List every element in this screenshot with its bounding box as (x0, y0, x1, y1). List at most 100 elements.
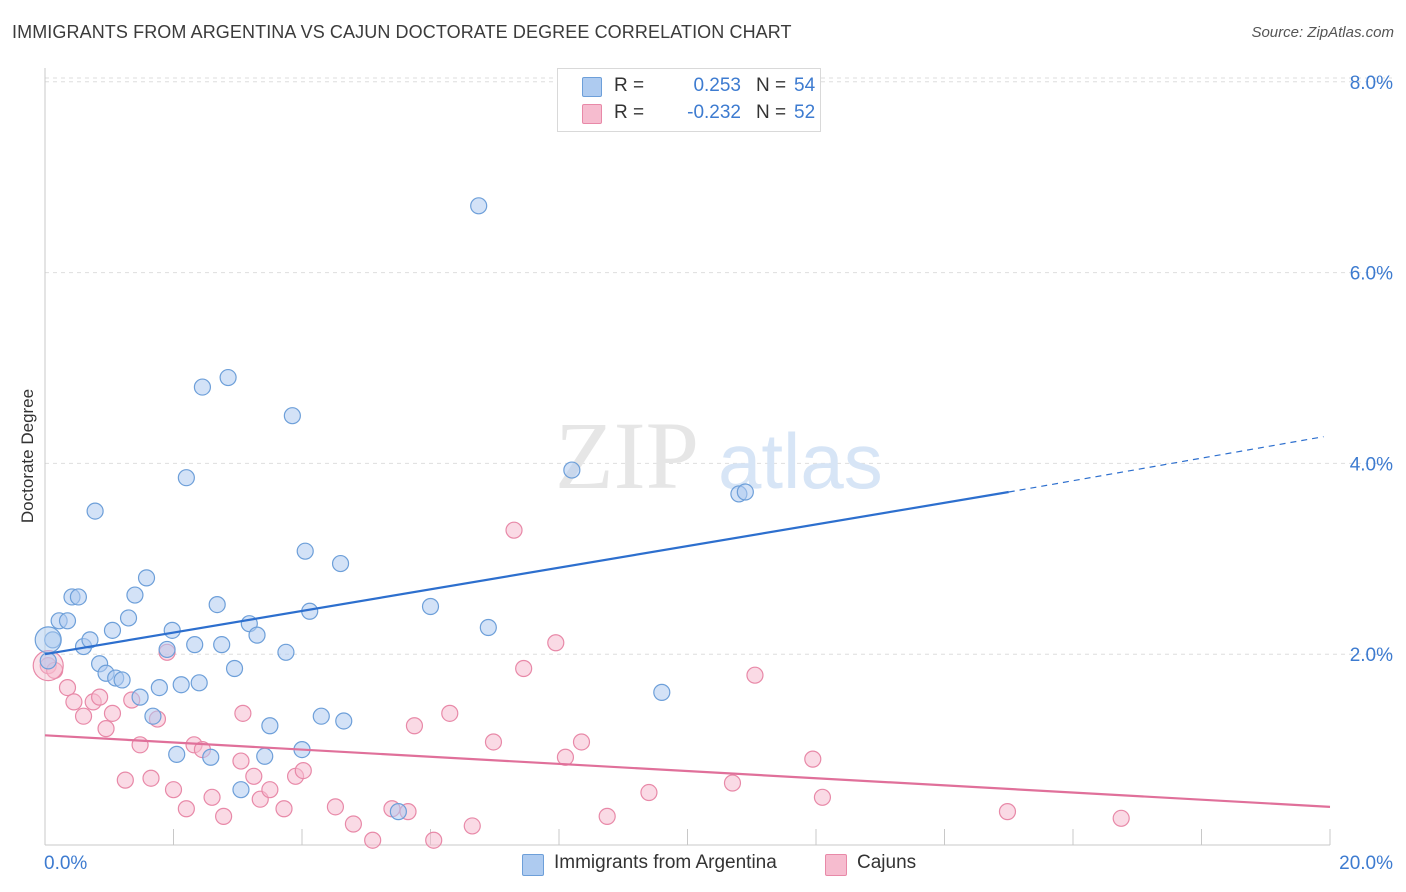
point-cajuns (441, 704, 459, 722)
point-argentina (150, 678, 168, 697)
y-tick-label: 8.0% (1350, 73, 1393, 94)
point-argentina (277, 643, 295, 661)
point-cajuns (723, 774, 742, 792)
point-cajuns (234, 704, 252, 722)
point-cajuns (463, 817, 481, 835)
point-argentina (126, 586, 144, 604)
point-argentina (225, 659, 244, 678)
point-argentina (256, 747, 274, 765)
point-argentina (81, 631, 99, 649)
point-argentina (39, 652, 57, 670)
point-argentina (193, 378, 212, 396)
point-cajuns (405, 717, 424, 735)
point-argentina (177, 469, 195, 487)
point-argentina (389, 803, 407, 821)
y-axis-label: Doctorate Degree (18, 389, 37, 523)
point-argentina (421, 597, 440, 616)
watermark-zip: ZIP (555, 402, 699, 509)
y-tick-label: 6.0% (1350, 264, 1393, 285)
r-value: 0.253 (693, 75, 741, 96)
r-label: R = (614, 102, 645, 123)
point-cajuns (598, 807, 616, 825)
point-argentina (312, 707, 330, 725)
point-argentina-cluster (34, 626, 62, 654)
series-argentina-points (34, 197, 754, 821)
point-argentina (232, 781, 250, 799)
point-cajuns (998, 803, 1017, 821)
point-argentina (131, 688, 149, 706)
axes (44, 68, 1331, 846)
point-cajuns (65, 693, 83, 711)
point-cajuns (232, 752, 250, 770)
r-value: -0.232 (687, 102, 741, 123)
y-tick-label: 2.0% (1350, 645, 1393, 666)
x-tick-label-min: 0.0% (44, 853, 87, 874)
point-argentina (736, 483, 754, 501)
point-argentina (190, 674, 208, 692)
n-label: N = (756, 75, 787, 96)
point-argentina (213, 636, 231, 654)
point-cajuns (294, 761, 312, 780)
point-argentina (261, 717, 279, 735)
point-argentina (335, 712, 353, 730)
point-cajuns (515, 659, 533, 678)
legend-swatch-blue (582, 77, 602, 97)
source-label: Source: ZipAtlas.com (1251, 24, 1394, 41)
point-cajuns (97, 720, 115, 738)
point-cajuns (556, 748, 575, 766)
n-label: N = (756, 102, 787, 123)
legend-swatch-pink (825, 854, 847, 876)
point-cajuns (91, 688, 109, 706)
point-cajuns (116, 771, 134, 789)
legend-label-cajuns: Cajuns (857, 852, 917, 873)
point-argentina (103, 621, 122, 639)
point-argentina (163, 621, 181, 639)
point-argentina (331, 554, 350, 573)
n-value: 52 (794, 102, 816, 123)
point-cajuns (364, 831, 382, 849)
trend-argentina-extrapolated (1008, 436, 1324, 493)
point-cajuns (58, 678, 77, 697)
point-argentina (653, 683, 671, 701)
point-cajuns (177, 800, 195, 818)
point-argentina (113, 671, 131, 689)
point-cajuns (813, 788, 832, 806)
legend-stats: R = 0.253 N = 54 R = -0.232 N = 52 (557, 68, 821, 132)
legend-swatch-pink (582, 104, 602, 124)
point-argentina (86, 502, 104, 520)
point-argentina (208, 595, 226, 614)
grid-lines (45, 77, 1392, 655)
trend-argentina (44, 490, 1009, 656)
point-cajuns (215, 807, 233, 825)
point-argentina (219, 368, 237, 387)
point-argentina (186, 636, 204, 654)
legend-swatch-blue (522, 854, 544, 876)
legend-label-argentina: Immigrants from Argentina (554, 852, 777, 873)
point-argentina (479, 618, 497, 637)
point-argentina (168, 745, 186, 763)
point-argentina (470, 197, 488, 215)
point-argentina (119, 609, 138, 627)
x-tick-label-max: 20.0% (1339, 853, 1393, 874)
point-cajuns (640, 783, 658, 802)
point-cajuns (1112, 809, 1130, 827)
n-value: 54 (794, 75, 816, 96)
point-argentina (248, 626, 266, 644)
point-cajuns (572, 733, 591, 751)
point-cajuns (804, 750, 822, 768)
point-cajuns (203, 788, 221, 806)
point-cajuns (505, 521, 523, 539)
point-argentina (296, 542, 314, 560)
point-cajuns (326, 798, 345, 816)
point-cajuns (547, 634, 565, 652)
point-argentina (563, 461, 581, 479)
point-argentina (69, 588, 88, 606)
point-cajuns (344, 815, 362, 833)
point-cajuns (142, 769, 160, 787)
trend-lines (44, 436, 1331, 808)
r-label: R = (614, 75, 645, 96)
point-cajuns (103, 704, 122, 722)
y-tick-label: 4.0% (1350, 454, 1393, 475)
point-argentina (137, 569, 156, 587)
point-cajuns (261, 781, 279, 799)
